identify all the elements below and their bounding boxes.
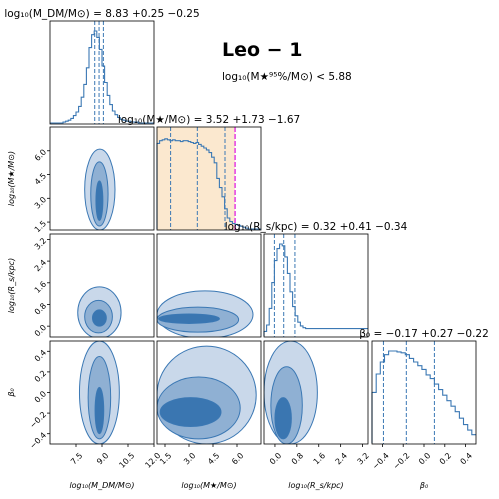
- contours-logMDM-logMstar: [84, 148, 116, 230]
- y-tick-label-logRs: 1.6: [33, 280, 48, 295]
- contour-inner: [94, 386, 105, 435]
- contour-inner: [95, 180, 104, 221]
- x-tick-label-logMDM: 10.5: [117, 451, 136, 470]
- panel-frame-2-2: [263, 233, 369, 338]
- panel-frame-1-0: [49, 126, 155, 231]
- x-tick-label-logRs: 3.2: [356, 451, 371, 466]
- y-axis-label-logMstar: log₁₀(M★/M⊙): [7, 151, 16, 206]
- y-tick-label-logRs: 3.2: [33, 236, 48, 251]
- x-axis-label-logRs: log₁₀(R_s/kpc): [288, 481, 343, 490]
- panel-frame-1-1: [156, 126, 262, 231]
- x-axis-label-logMDM: log₁₀(M_DM/M⊙): [69, 481, 134, 490]
- panel-frame-3-1: [156, 340, 262, 445]
- title-logMstar: log₁₀(M★/M⊙) = 3.52 +1.73 −1.67: [118, 114, 300, 126]
- panel-frame-3-3: [371, 340, 477, 445]
- y-tick-label-logRs: 2.4: [33, 258, 48, 273]
- x-tick-label-logMDM: 7.5: [69, 451, 84, 466]
- y-tick-label-logMstar: 1.5: [33, 219, 48, 234]
- panel-frame-2-0: [49, 233, 155, 338]
- title-beta0: β₀ = −0.17 +0.27 −0.22: [359, 328, 489, 340]
- histogram-logMDM: [50, 30, 154, 124]
- contours-logRs-beta0: [264, 341, 318, 444]
- x-tick-label-beta0: −0.4: [371, 451, 391, 471]
- x-tick-label-logRs: 0.0: [268, 451, 283, 466]
- histogram-beta0: [371, 350, 476, 443]
- prior-band: [157, 127, 236, 230]
- y-tick-label-logRs: 0.0: [33, 323, 48, 338]
- panel-frame-2-1: [156, 233, 262, 338]
- contour-inner: [158, 313, 220, 324]
- y-tick-label-beta0: −0.4: [28, 431, 48, 451]
- histogram-logRs: [263, 243, 368, 336]
- x-tick-label-beta0: 0.2: [438, 451, 453, 466]
- y-axis-label-logRs: log₁₀(R_s/kpc): [7, 258, 16, 313]
- contours-logMDM-beta0: [78, 341, 120, 444]
- x-tick-label-logRs: 1.6: [312, 451, 327, 466]
- x-axis-label-beta0: β₀: [419, 481, 429, 490]
- contour-inner: [159, 397, 222, 427]
- panel-frame-0-0: [49, 20, 155, 125]
- x-tick-label-beta0: −0.2: [391, 451, 411, 471]
- contour-inner: [274, 397, 292, 440]
- y-tick-label-beta0: 0.2: [33, 369, 48, 384]
- contours-logMDM-logRs: [77, 286, 122, 337]
- x-tick-label-logMstar: 6.0: [230, 451, 245, 466]
- y-tick-label-logMstar: 3.0: [33, 195, 48, 210]
- galaxy-name: Leo − 1: [222, 39, 302, 61]
- title-logMDM: log₁₀(M_DM/M⊙) = 8.83 +0.25 −0.25: [4, 8, 199, 20]
- y-tick-label-beta0: −0.2: [28, 410, 48, 430]
- x-tick-label-logRs: 0.8: [290, 451, 305, 466]
- x-tick-label-logMstar: 1.5: [158, 451, 173, 466]
- x-tick-label-logMstar: 4.5: [206, 451, 221, 466]
- y-tick-label-logRs: 0.8: [33, 301, 48, 316]
- histogram-logMstar: [156, 138, 261, 230]
- x-tick-label-beta0: 0.4: [459, 451, 474, 466]
- y-tick-label-beta0: 0.0: [33, 389, 48, 404]
- y-axis-label-beta0: β₀: [7, 388, 16, 398]
- x-axis-label-logMstar: log₁₀(M★/M⊙): [181, 481, 236, 490]
- title-logRs: log₁₀(R_s/kpc) = 0.32 +0.41 −0.34: [225, 221, 408, 233]
- x-tick-label-logMDM: 9.0: [95, 451, 110, 466]
- stellar-mass-limit: log₁₀(M★⁹⁵%/M⊙) < 5.88: [222, 71, 352, 83]
- x-tick-label-beta0: 0.0: [417, 451, 432, 466]
- x-tick-label-logRs: 2.4: [334, 451, 349, 466]
- y-tick-label-logMstar: 4.5: [33, 171, 48, 186]
- contours-logMstar-logRs: [157, 290, 254, 337]
- contour-inner: [91, 309, 107, 327]
- panel-frame-3-2: [263, 340, 369, 445]
- y-tick-label-beta0: 0.4: [33, 348, 48, 363]
- x-tick-label-logMstar: 3.0: [182, 451, 197, 466]
- y-tick-label-logMstar: 6.0: [33, 148, 48, 163]
- contours-logMstar-beta0: [157, 345, 257, 444]
